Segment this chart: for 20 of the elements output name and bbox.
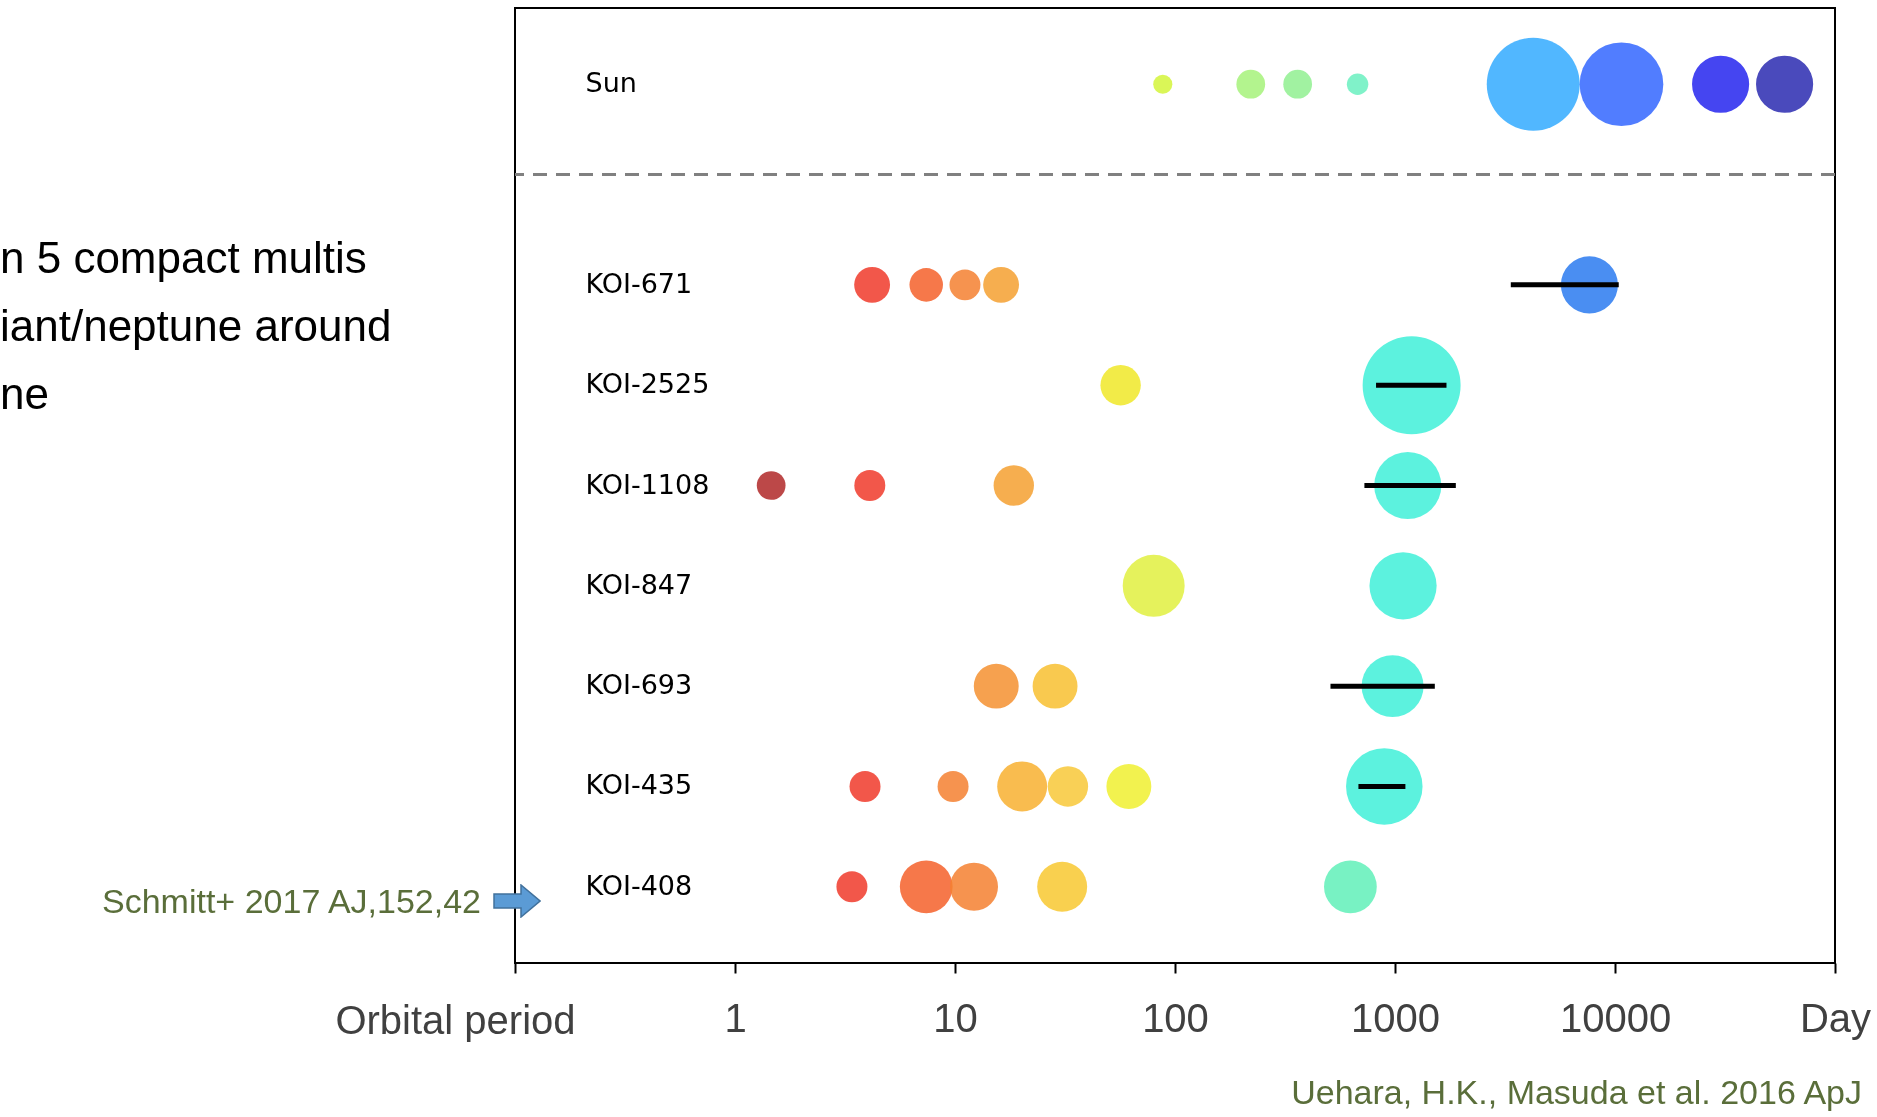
- text: iant/neptune around: [0, 301, 392, 350]
- x-tick-label: 100: [1142, 995, 1209, 1040]
- text: ne: [0, 369, 49, 418]
- y-tick-label: KOI-1108: [585, 468, 710, 500]
- text: Schmitt+ 2017 AJ,152,42: [102, 882, 481, 920]
- y-tick-label: KOI-847: [585, 568, 693, 600]
- y-tick-label: KOI-408: [585, 869, 693, 901]
- y-tick-label: Sun: [585, 67, 637, 99]
- y-tick-label: KOI-671: [585, 267, 693, 299]
- x-tick-label: 10000: [1559, 995, 1672, 1040]
- y-tick-label: KOI-435: [585, 769, 693, 801]
- y-tick-label: KOI-693: [585, 669, 693, 701]
- x-tick-label: 10: [933, 995, 978, 1040]
- x-tick-label: 1000: [1351, 995, 1440, 1040]
- y-tick-label: KOI-2525: [585, 368, 710, 400]
- text: Uehara, H.K., Masuda et al. 2016 ApJ: [1291, 1073, 1862, 1111]
- x-axis-title: Orbital period: [335, 997, 576, 1042]
- x-tick-label: Day: [1799, 995, 1872, 1040]
- text: n 5 compact multis: [0, 233, 367, 282]
- x-tick-label: 1: [724, 995, 747, 1040]
